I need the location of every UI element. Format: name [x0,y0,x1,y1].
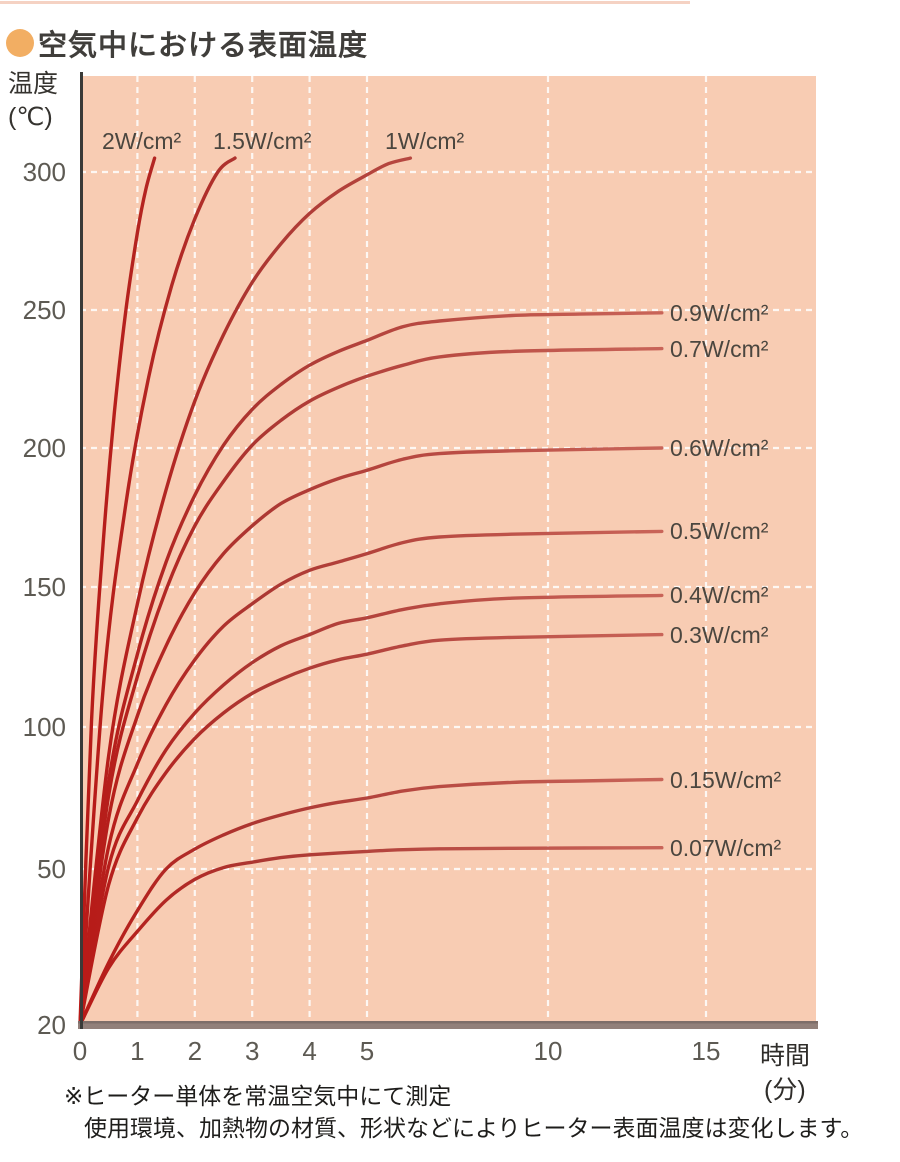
curve-0p3w [78,632,664,1027]
y-axis-title: 温度 (℃) [8,68,58,134]
curve-0p6w [78,446,664,1027]
chart-header: 空気中における表面温度 [6,22,368,64]
curve-0p4w [78,593,664,1027]
y-axis-title-text: 温度 [8,70,59,98]
curve-2w [78,156,157,1027]
plot-background [80,76,816,1025]
page-title: 空気中における表面温度 [38,30,369,62]
curve-0p15w [78,777,664,1027]
curve-0p07w [78,846,664,1027]
top-edge-artifact [0,1,690,4]
curve-0p5w [78,529,664,1027]
footnote-line-1: ※ヒーター単体を常温空気中にて測定 [64,1083,452,1109]
curve-1p5w [78,156,237,1027]
y-axis-unit: (℃) [8,103,53,131]
x-axis-unit: (分) [764,1076,806,1104]
footnote: ※ヒーター単体を常温空気中にて測定 使用環境、加熱物の材質、形状などによりヒータ… [64,1080,863,1144]
x-axis-title: 時間 [760,1042,811,1070]
footnote-line-2: 使用環境、加熱物の材質、形状などによりヒーター表面温度は変化します。 [84,1115,864,1141]
x-axis-line-shadow [78,1021,818,1024]
curve-1w [78,156,413,1027]
curve-0p9w [78,311,664,1027]
x-axis-line [78,1021,818,1029]
curve-0p7w [78,346,664,1027]
bullet-icon [6,29,34,57]
